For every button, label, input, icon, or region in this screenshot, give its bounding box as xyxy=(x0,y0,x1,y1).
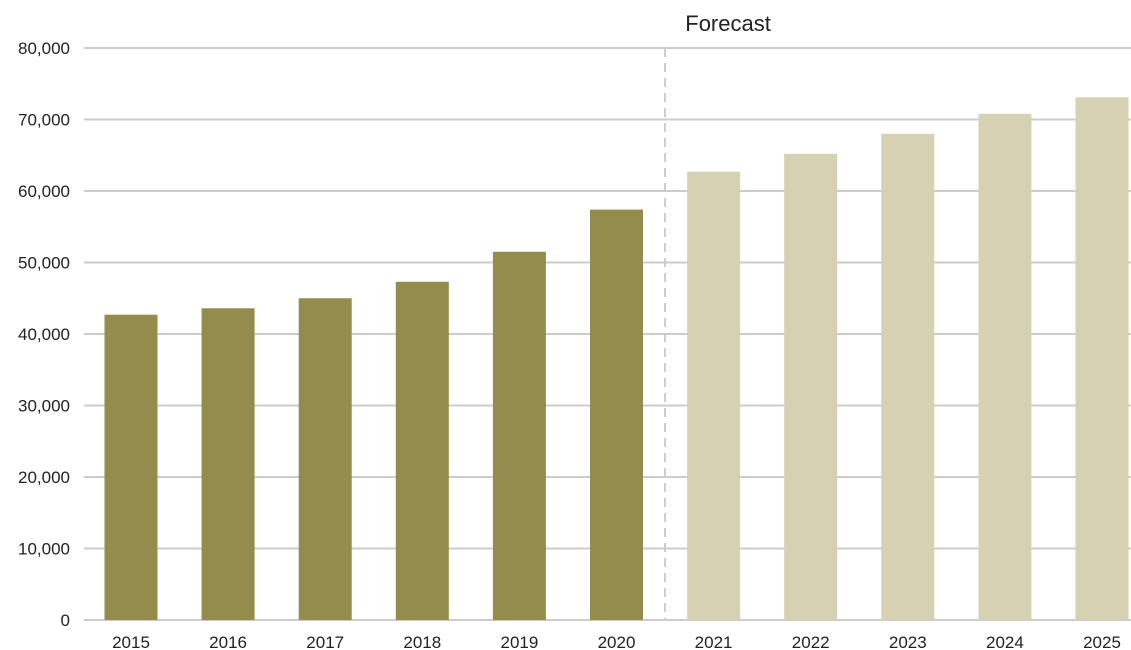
bar-2016 xyxy=(201,308,255,620)
y-tick-label: 30,000 xyxy=(18,397,70,416)
bar-2021 xyxy=(687,171,741,620)
y-tick-label: 80,000 xyxy=(18,39,70,58)
y-tick-label: 0 xyxy=(61,611,70,630)
y-tick-label: 40,000 xyxy=(18,325,70,344)
bar-2017 xyxy=(298,298,352,620)
x-tick-label: 2022 xyxy=(792,633,830,650)
x-axis-tick-labels: 2015 2016 2017 2018 2019 2020 2021 2022 2023 2024… xyxy=(112,633,1121,650)
bar-2022 xyxy=(784,153,838,620)
x-tick-label: 2023 xyxy=(889,633,927,650)
x-tick-label: 2018 xyxy=(403,633,441,650)
bar-2025 xyxy=(1075,97,1129,620)
y-tick-label: 60,000 xyxy=(18,182,70,201)
x-tick-label: 2020 xyxy=(598,633,636,650)
x-tick-label: 2019 xyxy=(500,633,538,650)
x-tick-label: 2024 xyxy=(986,633,1024,650)
y-tick-label: 70,000 xyxy=(18,111,70,130)
x-tick-label: 2021 xyxy=(695,633,733,650)
y-tick-label: 10,000 xyxy=(18,540,70,559)
bar-2024 xyxy=(978,113,1032,620)
forecast-label: Forecast xyxy=(685,11,771,36)
bar-2019 xyxy=(492,251,546,620)
y-tick-label: 50,000 xyxy=(18,254,70,273)
bar-2018 xyxy=(395,281,449,620)
bar-2023 xyxy=(881,133,935,621)
x-tick-label: 2016 xyxy=(209,633,247,650)
y-tick-label: 20,000 xyxy=(18,468,70,487)
bar-2020 xyxy=(590,209,643,620)
bars xyxy=(104,97,1129,621)
bar-2015 xyxy=(104,314,158,620)
x-tick-label: 2025 xyxy=(1083,633,1121,650)
y-axis-tick-labels: 0 10,000 20,000 30,000 40,000 50,000 60,000 70,… xyxy=(18,39,70,630)
x-tick-label: 2015 xyxy=(112,633,150,650)
x-tick-label: 2017 xyxy=(306,633,344,650)
